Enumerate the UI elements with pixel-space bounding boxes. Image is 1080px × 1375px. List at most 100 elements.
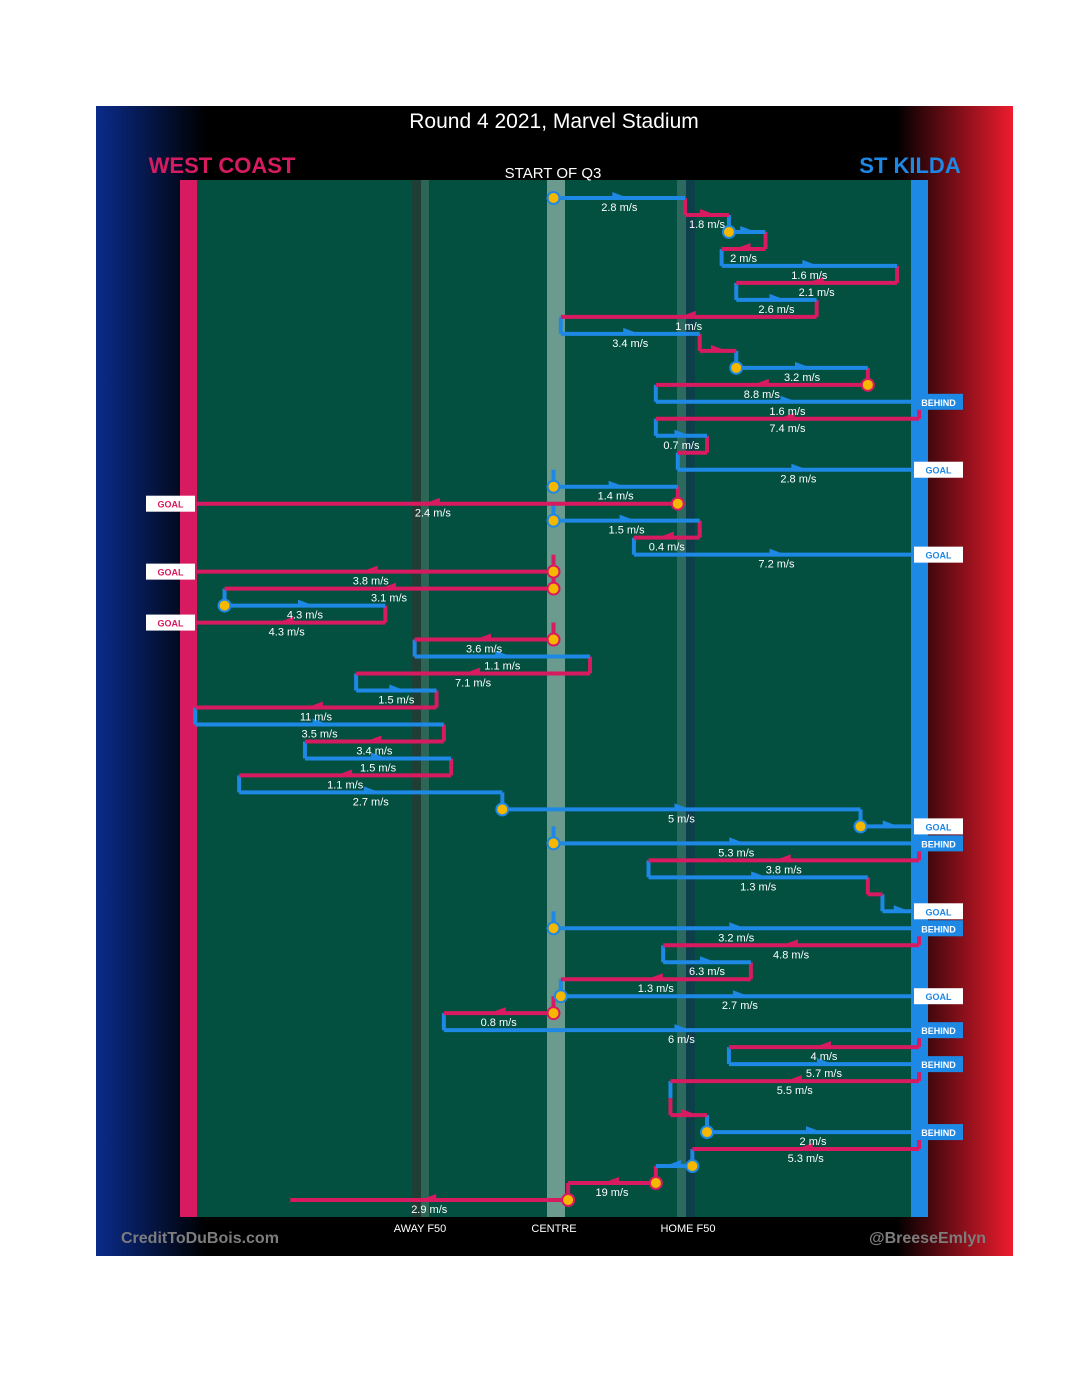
start-marker	[700, 1125, 715, 1140]
speed-label: 2 m/s	[730, 253, 757, 265]
direction-arrow	[619, 514, 636, 521]
start-marker	[670, 496, 685, 511]
segment-markers	[146, 191, 963, 1207]
speed-label: 7.1 m/s	[455, 678, 492, 690]
start-marker	[546, 479, 561, 494]
result-label: GOAL	[926, 822, 953, 832]
direction-arrow	[751, 871, 768, 878]
speed-label: 1 m/s	[675, 321, 702, 333]
speed-label: 19 m/s	[595, 1187, 629, 1199]
away-f50-label: AWAY F50	[394, 1223, 447, 1235]
direction-arrow	[657, 531, 674, 538]
direction-arrow	[752, 378, 769, 385]
speed-label: 7.4 m/s	[769, 423, 806, 435]
speed-label: 4.8 m/s	[773, 949, 810, 961]
start-marker	[553, 989, 568, 1004]
speed-label: 5.5 m/s	[777, 1085, 814, 1097]
speed-label: 6 m/s	[668, 1034, 695, 1046]
result-label: GOAL	[926, 907, 953, 917]
speed-label: 0.8 m/s	[481, 1017, 518, 1029]
result-label: BEHIND	[921, 924, 956, 934]
direction-arrow	[306, 701, 323, 708]
result-badge	[914, 393, 963, 410]
result-badge	[146, 495, 195, 512]
speed-label: 2.7 m/s	[353, 796, 390, 808]
speed-label: 11 m/s	[300, 711, 333, 723]
result-badge	[146, 614, 195, 631]
direction-arrow	[729, 922, 746, 929]
direction-arrow	[700, 208, 717, 215]
speed-label: 8.8 m/s	[744, 389, 781, 401]
speed-label: 2.6 m/s	[758, 304, 795, 316]
direction-arrow	[602, 1177, 619, 1184]
speed-label: 1.6 m/s	[769, 406, 806, 418]
start-marker	[648, 1176, 663, 1191]
start-marker	[546, 191, 561, 205]
start-marker	[721, 224, 736, 239]
speed-label: 3.4 m/s	[356, 745, 393, 757]
start-marker	[546, 513, 561, 528]
direction-arrow	[389, 684, 406, 691]
start-marker	[546, 564, 561, 579]
direction-arrow	[380, 582, 397, 589]
direction-arrow	[814, 1041, 831, 1048]
direction-arrow	[807, 276, 824, 283]
result-badge	[914, 461, 963, 478]
start-marker	[685, 1159, 700, 1174]
west-coast-label: WEST COAST	[149, 153, 296, 178]
start-marker	[217, 598, 232, 613]
result-label: BEHIND	[921, 1060, 956, 1070]
st-kilda-goal-line	[911, 180, 928, 1217]
direction-arrow	[882, 820, 899, 827]
chart-subtitle: START OF Q3	[505, 165, 602, 182]
segment-lines	[188, 192, 919, 1202]
direction-arrow	[361, 565, 378, 572]
start-marker	[860, 377, 875, 392]
direction-arrow	[782, 939, 799, 946]
direction-arrow	[732, 990, 749, 997]
direction-arrow	[495, 650, 512, 657]
speed-label: 4.3 m/s	[269, 627, 306, 639]
direction-arrow	[796, 1143, 813, 1150]
direction-arrow	[769, 293, 786, 300]
result-label: GOAL	[926, 466, 953, 476]
speed-label: 5.3 m/s	[718, 847, 755, 859]
result-label: GOAL	[926, 551, 953, 561]
direction-arrow	[734, 242, 751, 249]
west-coast-goal-line	[180, 180, 197, 1217]
speed-label: 1.6 m/s	[791, 270, 828, 282]
result-label: GOAL	[158, 619, 185, 629]
direction-arrow	[665, 1160, 682, 1167]
start-marker	[561, 1193, 576, 1207]
speed-label: 2.7 m/s	[722, 1000, 759, 1012]
direction-arrow	[608, 480, 625, 487]
away-f50-line	[421, 180, 429, 1217]
speed-label: 3.8 m/s	[353, 576, 390, 588]
start-marker	[546, 581, 561, 596]
direction-arrow	[795, 361, 812, 368]
result-badge	[914, 988, 963, 1005]
speed-label: 4.3 m/s	[287, 610, 324, 622]
st-kilda-label: ST KILDA	[859, 153, 961, 178]
result-label: BEHIND	[921, 398, 956, 408]
start-marker	[495, 802, 510, 817]
direction-arrow	[312, 718, 329, 725]
direction-arrow	[780, 395, 797, 402]
direction-arrow	[420, 1194, 437, 1200]
direction-arrow	[475, 633, 492, 640]
speed-label: 5.7 m/s	[806, 1068, 843, 1080]
possession-chain-chart: Round 4 2021, Marvel Stadium START OF Q3…	[96, 106, 1013, 1256]
direction-arrow	[740, 225, 757, 232]
speed-label: 1.4 m/s	[598, 491, 635, 503]
direction-arrow	[816, 1058, 833, 1065]
direction-arrow	[277, 616, 294, 623]
result-label: BEHIND	[921, 1128, 956, 1138]
direction-arrow	[371, 752, 388, 759]
speed-label: 2 m/s	[800, 1136, 827, 1148]
speed-label: 5.3 m/s	[788, 1153, 825, 1165]
direction-arrow	[646, 973, 663, 980]
direction-arrow	[674, 803, 691, 810]
result-badge	[914, 818, 963, 835]
direction-arrow	[802, 259, 819, 266]
result-label: GOAL	[158, 568, 185, 578]
